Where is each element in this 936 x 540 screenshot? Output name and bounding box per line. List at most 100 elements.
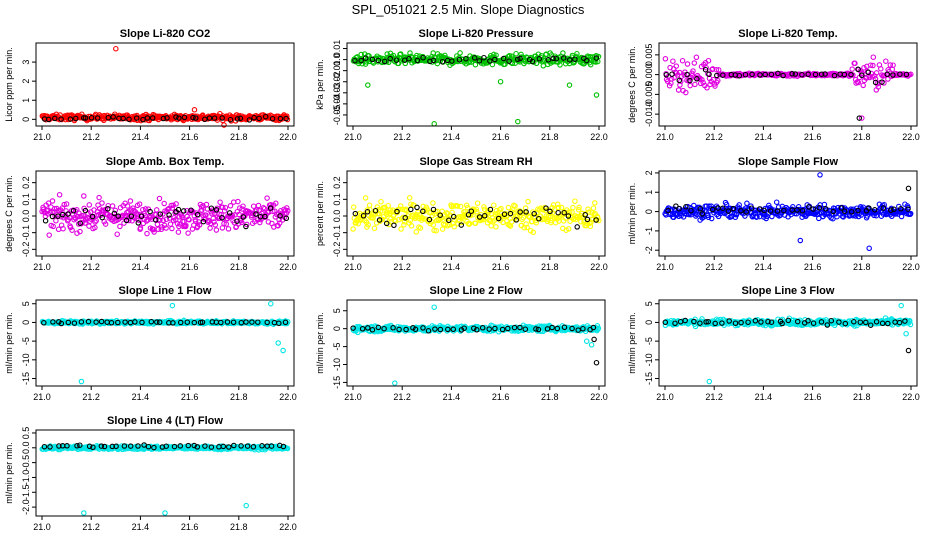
data-point xyxy=(88,115,95,121)
data-point xyxy=(684,71,690,78)
data-point xyxy=(675,87,682,93)
data-point xyxy=(401,222,407,228)
data-point xyxy=(774,208,781,214)
data-point xyxy=(200,218,207,225)
data-point xyxy=(794,207,800,213)
y-axis: -2 -1 0 1 2 xyxy=(644,170,659,254)
data-point xyxy=(583,57,590,64)
data-point xyxy=(510,209,516,216)
data-point xyxy=(505,204,512,211)
data-point xyxy=(138,213,145,219)
data-point xyxy=(507,210,514,217)
data-point xyxy=(690,68,696,74)
data-point xyxy=(863,319,869,326)
data-point xyxy=(896,319,903,326)
data-point xyxy=(836,319,842,325)
x-axis: 21.0 21.2 21.4 21.6 21.8 22.0 xyxy=(33,126,297,142)
data-point xyxy=(77,220,83,226)
data-point xyxy=(555,204,562,211)
data-point xyxy=(451,57,458,64)
data-point xyxy=(663,72,670,78)
data-point xyxy=(144,230,150,237)
data-point xyxy=(264,319,270,326)
data-point xyxy=(905,206,911,212)
data-point xyxy=(593,359,600,366)
data-point xyxy=(280,347,286,354)
data-point xyxy=(474,208,480,215)
data-point xyxy=(98,318,105,325)
data-point xyxy=(124,203,131,209)
x-tick-label: 22.0 xyxy=(590,262,608,272)
data-point xyxy=(880,205,887,211)
x-axis: 21.0 21.2 21.4 21.6 21.8 22.0 xyxy=(656,126,920,142)
data-point xyxy=(773,199,780,205)
data-point xyxy=(191,319,198,326)
data-point xyxy=(474,327,480,333)
data-point xyxy=(98,443,105,449)
y-axis: -15 -10 -5 0 5 xyxy=(21,301,36,385)
data-point xyxy=(794,318,801,325)
data-point xyxy=(223,221,230,227)
data-point xyxy=(890,62,896,68)
y-tick-label: -10 xyxy=(21,353,31,366)
data-point xyxy=(905,347,912,354)
data-point xyxy=(372,211,379,217)
y-axis-label: percent per min. xyxy=(315,181,325,246)
x-tick-label: 21.0 xyxy=(344,132,362,142)
data-point xyxy=(177,443,184,449)
data-point xyxy=(767,208,774,214)
data-point xyxy=(117,223,123,230)
x-tick-label: 22.0 xyxy=(902,392,920,402)
data-point xyxy=(244,443,251,449)
panel-10: Slope Line 4 (LT) Flow ml/min per min. 21.… xyxy=(4,415,297,532)
data-point xyxy=(680,214,687,220)
y-tick-label: -0.2 xyxy=(21,242,31,258)
data-point xyxy=(235,198,241,205)
y-tick-label: 5 xyxy=(644,301,654,306)
data-point xyxy=(285,208,291,214)
data-point xyxy=(121,443,128,449)
x-tick-label: 21.0 xyxy=(33,392,51,402)
data-point xyxy=(780,72,786,79)
y-tick-label: 0.01 xyxy=(332,40,342,58)
data-point xyxy=(715,77,721,84)
data-point xyxy=(871,207,878,213)
data-point xyxy=(196,222,203,228)
y-tick-label: 5 xyxy=(332,308,342,313)
y-tick-label: -1.5 xyxy=(21,485,31,501)
data-point xyxy=(152,217,159,223)
data-point xyxy=(234,218,240,224)
x-tick-label: 21.6 xyxy=(181,392,199,402)
data-point xyxy=(437,326,444,333)
data-point xyxy=(184,319,191,325)
y-axis: -2.0-1.5-1.0-0.50.0 0.5 xyxy=(21,427,36,515)
data-point xyxy=(861,65,867,71)
data-point xyxy=(738,319,744,326)
data-point xyxy=(757,72,763,78)
data-point xyxy=(890,72,896,78)
data-point xyxy=(903,330,909,337)
data-point xyxy=(67,224,74,231)
data-point xyxy=(888,207,894,214)
data-point xyxy=(80,115,87,121)
data-point xyxy=(238,443,244,449)
data-point xyxy=(531,211,537,217)
data-point xyxy=(414,204,420,211)
data-point xyxy=(818,319,825,325)
data-point xyxy=(831,72,838,79)
data-point xyxy=(523,209,529,215)
data-point xyxy=(185,442,192,449)
y-tick-label: -5 xyxy=(644,337,654,345)
x-tick-label: 22.0 xyxy=(590,132,608,142)
data-point xyxy=(565,213,572,219)
data-points xyxy=(39,192,291,238)
data-point xyxy=(55,226,62,233)
data-point xyxy=(688,207,694,214)
data-point xyxy=(56,192,63,198)
data-point xyxy=(161,200,167,207)
data-point xyxy=(109,203,116,209)
data-points xyxy=(39,442,291,516)
data-point xyxy=(775,70,781,77)
data-point xyxy=(141,442,147,448)
